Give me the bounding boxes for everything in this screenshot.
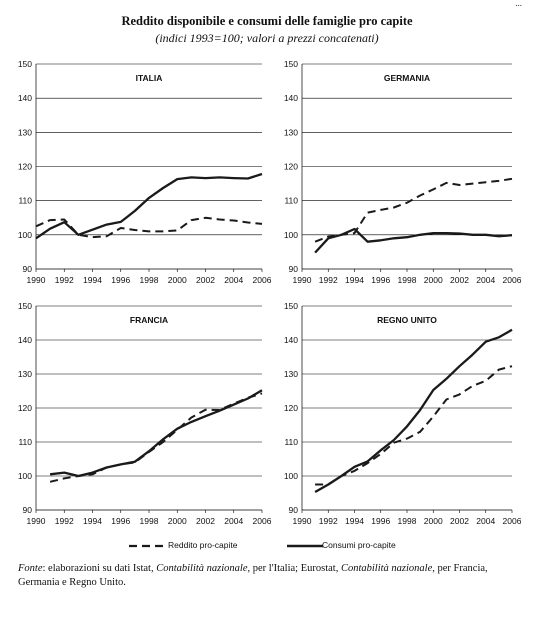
italia-xtick-label: 1992	[55, 275, 74, 285]
regno-unito-ytick-label: 150	[284, 301, 298, 311]
francia-consumi-line	[49, 389, 263, 478]
italia-ytick-label: 140	[18, 93, 32, 103]
legend-consumi-label: Consumi pro-capite	[322, 540, 396, 550]
italia-consumi-line	[35, 172, 263, 240]
italia-ytick-label: 130	[18, 127, 32, 137]
francia-ytick-label: 90	[23, 505, 33, 515]
francia-xtick-label: 2000	[168, 516, 187, 526]
italia-xtick-label: 2000	[168, 275, 187, 285]
italia-ytick-label: 100	[18, 230, 32, 240]
francia-xtick-label: 1990	[27, 516, 46, 526]
germania-ytick-label: 90	[289, 264, 299, 274]
source-ital-2: Contabilità nazionale	[340, 563, 433, 574]
source-text-3: , per Francia, Germania e Regno Unito.	[18, 563, 488, 588]
germania-ytick-label: 110	[284, 196, 298, 206]
francia-ytick-label: 140	[18, 335, 32, 345]
regno-unito-reddito-line	[315, 365, 513, 486]
italia-ytick-label: 90	[23, 264, 33, 274]
regno-unito-ytick-label: 130	[284, 369, 298, 379]
regno-unito-xtick-label: 2000	[424, 516, 443, 526]
italia-xtick-label: 2002	[196, 275, 215, 285]
germania-consumi-line	[314, 227, 513, 254]
francia-ytick-label: 100	[18, 471, 32, 481]
francia-ytick-label: 110	[18, 437, 32, 447]
germania-xtick-label: 2006	[503, 275, 522, 285]
germania-xtick-label: 1994	[345, 275, 364, 285]
source-label: Fonte	[18, 563, 43, 574]
francia-xtick-label: 2006	[253, 516, 272, 526]
source-ital-1: Contabilità nazionale	[156, 563, 248, 574]
source-text-1: : elaborazioni su dati Istat,	[42, 563, 157, 574]
germania-xtick-label: 2004	[476, 275, 495, 285]
regno-unito-ytick-label: 110	[284, 437, 298, 447]
source-note: Fonte: elaborazioni su dati Istat, Conta…	[18, 562, 518, 590]
regno-unito-xtick-label: 2006	[503, 516, 522, 526]
regno-unito-xtick-label: 1990	[293, 516, 312, 526]
source-text-2: , per l'Italia; Eurostat,	[247, 563, 341, 574]
germania-ytick-label: 100	[284, 230, 298, 240]
italia-ytick-label: 110	[18, 196, 32, 206]
regno-unito-consumi-line	[314, 328, 513, 493]
italia-panel-title: ITALIA	[136, 73, 163, 83]
regno-unito-ytick-label: 100	[284, 471, 298, 481]
regno-unito-xtick-label: 1992	[319, 516, 338, 526]
francia-xtick-label: 1992	[55, 516, 74, 526]
page-mark: ...	[515, 0, 522, 8]
germania-xtick-label: 1996	[371, 275, 390, 285]
germania-reddito-line	[314, 177, 513, 243]
figure-title: Reddito disponibile e consumi delle fami…	[121, 14, 413, 28]
italia-ytick-label: 120	[18, 162, 32, 172]
francia-xtick-label: 1994	[83, 516, 102, 526]
germania-xtick-label: 1990	[293, 275, 312, 285]
italia-xtick-label: 2006	[253, 275, 272, 285]
germania-ytick-label: 140	[284, 93, 298, 103]
regno-unito-xtick-label: 1996	[371, 516, 390, 526]
francia-ytick-label: 120	[18, 403, 32, 413]
italia-xtick-label: 1996	[111, 275, 130, 285]
germania-xtick-label: 2002	[450, 275, 469, 285]
germania-panel-title: GERMANIA	[384, 73, 430, 83]
regno-unito-ytick-label: 140	[284, 335, 298, 345]
regno-unito-ytick-label: 90	[289, 505, 299, 515]
germania-ytick-label: 120	[284, 162, 298, 172]
italia-xtick-label: 1998	[140, 275, 159, 285]
regno-unito-xtick-label: 1998	[398, 516, 417, 526]
francia-xtick-label: 2004	[224, 516, 243, 526]
italia-xtick-label: 1990	[27, 275, 46, 285]
regno-unito-xtick-label: 2002	[450, 516, 469, 526]
regno-unito-panel-title: REGNO UNITO	[377, 315, 437, 325]
germania-xtick-label: 2000	[424, 275, 443, 285]
germania-xtick-label: 1998	[398, 275, 417, 285]
italia-xtick-label: 1994	[83, 275, 102, 285]
francia-xtick-label: 2002	[196, 516, 215, 526]
francia-ytick-label: 150	[18, 301, 32, 311]
regno-unito-ytick-label: 120	[284, 403, 298, 413]
germania-xtick-label: 1992	[319, 275, 338, 285]
germania-ytick-label: 130	[284, 127, 298, 137]
regno-unito-xtick-label: 1994	[345, 516, 364, 526]
legend-solid-swatch	[287, 544, 323, 548]
francia-panel-title: FRANCIA	[130, 315, 168, 325]
francia-xtick-label: 1998	[140, 516, 159, 526]
legend-dashed-swatch	[129, 544, 165, 548]
regno-unito-xtick-label: 2004	[476, 516, 495, 526]
francia-xtick-label: 1996	[111, 516, 130, 526]
figure-subtitle: (indici 1993=100; valori a prezzi concat…	[155, 31, 379, 45]
germania-ytick-label: 150	[284, 59, 298, 69]
francia-ytick-label: 130	[18, 369, 32, 379]
legend-reddito-label: Reddito pro-capite	[168, 540, 238, 550]
italia-xtick-label: 2004	[224, 275, 243, 285]
italia-ytick-label: 150	[18, 59, 32, 69]
